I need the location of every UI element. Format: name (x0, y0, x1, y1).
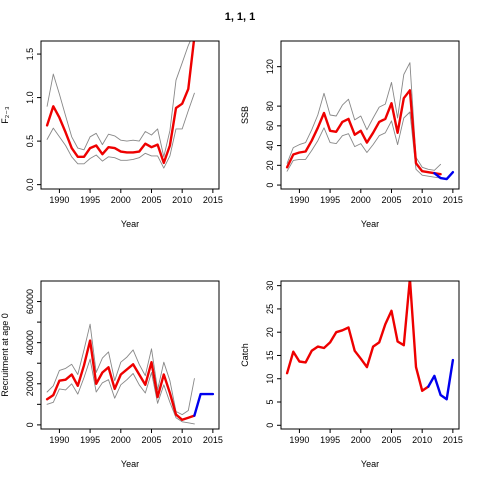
y-tick-label: 20 (265, 327, 275, 337)
forecast-line (433, 170, 455, 181)
y-tick-label: 1.0 (25, 91, 35, 104)
upper-line (46, 41, 191, 158)
x-tick-label: 2015 (203, 195, 223, 205)
x-axis-label: Year (361, 459, 379, 469)
x-tick-label: 2010 (412, 435, 432, 445)
estimate-line (285, 281, 430, 392)
x-tick-label: 1995 (320, 435, 340, 445)
x-tick-label: 2015 (203, 435, 223, 445)
plot-frame (40, 280, 220, 430)
y-axis-label: SSB (240, 106, 250, 124)
x-tick-label: 2010 (172, 195, 192, 205)
y-tick-label: 20 (265, 160, 275, 170)
y-tick-label: 30 (265, 281, 275, 291)
y-tick-label: 40000 (25, 330, 35, 355)
panel-ssb: 1990 1995 2000 2005 2010 2015 0 20 40 60 80 120 Year… (240, 40, 463, 229)
y-tick-label: 1.5 (25, 48, 35, 61)
plot-frame (280, 40, 460, 190)
y-tick-label: 15 (265, 350, 275, 360)
y-tick-label: 0.0 (25, 178, 35, 191)
series-group (285, 62, 455, 181)
x-tick-label: 2015 (443, 435, 463, 445)
y-tick-label: 20000 (25, 371, 35, 396)
y-axis-label: Catch (240, 343, 250, 367)
series-group (45, 41, 196, 169)
y-tick-label: 5 (265, 399, 275, 404)
lower-line (46, 92, 195, 169)
x-tick-label: 1995 (320, 195, 340, 205)
x-tick-label: 2010 (172, 435, 192, 445)
x-tick-label: 2015 (443, 195, 463, 205)
y-tick-label: 10 (265, 374, 275, 384)
upper-line (286, 62, 442, 171)
y-axis-label: Recruitment at age 0 (0, 313, 10, 397)
series-group (285, 281, 455, 401)
panel-catch: 1990 1995 2000 2005 2010 2015 0 5 10 15 20 25 30 Year… (240, 280, 463, 469)
y-axis-label: F₂₋₃ (0, 106, 10, 124)
panel-fishing-mortality: 1990 1995 2000 2005 2010 2015 0.0 0.5 1.0 1.5 Year… (0, 40, 223, 229)
series-group (45, 323, 215, 425)
y-tick-label: 60 (265, 121, 275, 131)
forecast-line (427, 358, 455, 401)
x-axis-label: Year (361, 219, 379, 229)
lower-line (46, 358, 195, 425)
x-tick-label: 2005 (381, 195, 401, 205)
x-tick-label: 2000 (351, 195, 371, 205)
x-tick-label: 1990 (49, 195, 69, 205)
plot-frame (40, 40, 220, 190)
figure-title: 1, 1, 1 (225, 11, 256, 23)
estimate-line (45, 41, 196, 165)
x-tick-label: 1995 (80, 195, 100, 205)
x-tick-label: 1995 (80, 435, 100, 445)
y-tick-label: 0 (25, 422, 35, 427)
upper-line (46, 323, 195, 416)
x-tick-label: 1990 (49, 435, 69, 445)
y-tick-label: 0 (265, 183, 275, 188)
x-tick-label: 2000 (111, 435, 131, 445)
estimate-line (285, 89, 442, 176)
x-axis-label: Year (121, 459, 139, 469)
estimate-line (45, 339, 196, 421)
y-tick-label: 0.5 (25, 135, 35, 148)
y-tick-label: 80 (265, 101, 275, 111)
x-axis-label: Year (121, 219, 139, 229)
x-tick-label: 1990 (289, 435, 309, 445)
x-tick-label: 2005 (381, 435, 401, 445)
forecast-line (193, 392, 215, 417)
x-tick-label: 2005 (141, 195, 161, 205)
x-tick-label: 1990 (289, 195, 309, 205)
x-tick-label: 2000 (111, 195, 131, 205)
x-tick-label: 2010 (412, 195, 432, 205)
y-tick-label: 60000 (25, 289, 35, 314)
y-tick-label: 120 (265, 59, 275, 74)
y-tick-label: 40 (265, 141, 275, 151)
y-tick-label: 0 (265, 423, 275, 428)
x-tick-label: 2000 (351, 435, 371, 445)
panel-recruitment: 1990 1995 2000 2005 2010 2015 0 20000 40000 60000… (0, 280, 223, 469)
x-tick-label: 2005 (141, 435, 161, 445)
y-tick-label: 25 (265, 304, 275, 314)
